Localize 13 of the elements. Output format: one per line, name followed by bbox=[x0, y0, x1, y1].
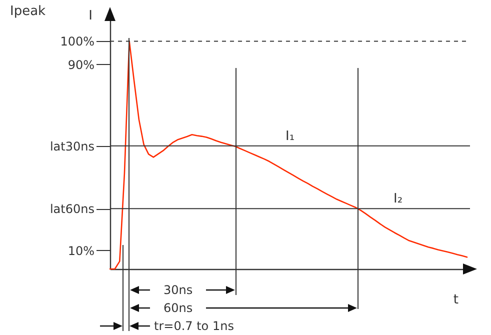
y-tick-label: 10% bbox=[68, 244, 94, 258]
text: 30ns bbox=[163, 283, 193, 297]
text: tr=0.7 to 1ns bbox=[154, 319, 234, 333]
x-axis-title: t bbox=[453, 292, 458, 308]
y-tick-label: lat30ns bbox=[50, 139, 94, 154]
text: Ipeak bbox=[10, 4, 46, 19]
ref-line-label: I₁ bbox=[285, 128, 295, 144]
y-axis-title: I bbox=[88, 8, 92, 24]
ref-line-label: I₂ bbox=[393, 192, 403, 207]
y-tick-label: lat60ns bbox=[50, 202, 94, 216]
text: 60ns bbox=[163, 301, 193, 315]
y-tick-label: 90% bbox=[68, 58, 94, 72]
y-tick-label: 100% bbox=[60, 34, 94, 49]
